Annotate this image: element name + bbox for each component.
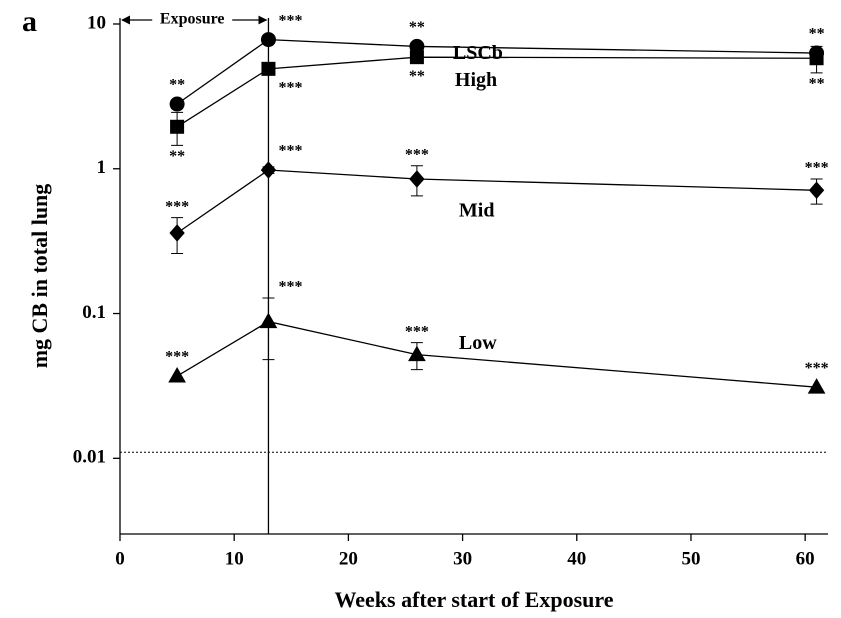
point [260, 32, 276, 48]
significance-label: ** [409, 68, 425, 85]
significance-label: *** [278, 12, 302, 29]
significance-label: ** [809, 75, 825, 92]
y-tick-label: 10 [87, 12, 106, 33]
series-label: High [455, 69, 497, 91]
x-axis-label: Weeks after start of Exposure [334, 587, 613, 612]
series-label: Low [459, 332, 497, 354]
exposure-label: Exposure [160, 11, 225, 28]
series-label: Mid [459, 200, 495, 222]
point [809, 51, 824, 66]
error-bar [262, 297, 275, 361]
point [170, 119, 185, 134]
y-tick-label: 0.1 [82, 302, 106, 323]
point [408, 345, 426, 362]
significance-label: *** [165, 349, 189, 366]
y-tick-label: 1 [97, 157, 107, 178]
significance-label: *** [805, 360, 829, 377]
point [259, 312, 278, 329]
series-line [176, 38, 817, 105]
significance-label: ** [809, 26, 825, 43]
y-tick-label: 0.01 [73, 447, 106, 468]
significance-label: ** [169, 77, 185, 94]
x-tick-label: 30 [453, 548, 472, 569]
point [409, 170, 425, 188]
significance-label: ** [169, 148, 185, 165]
x-tick-label: 0 [115, 548, 125, 569]
series-label: LSCb [453, 42, 503, 64]
x-tick-label: 50 [681, 548, 700, 569]
point [169, 224, 185, 242]
significance-label: *** [278, 143, 302, 160]
x-tick-label: 60 [796, 548, 815, 569]
point [807, 378, 826, 394]
point [808, 181, 825, 200]
significance-label: *** [278, 279, 302, 296]
x-tick-label: 10 [225, 548, 244, 569]
series-line [176, 56, 817, 128]
y-axis-label: mg CB in total lung [27, 184, 52, 369]
point [409, 50, 424, 65]
x-tick-label: 40 [567, 548, 586, 569]
series-line [176, 320, 817, 388]
series-line [176, 169, 817, 234]
point [260, 161, 277, 179]
point [168, 367, 186, 383]
significance-label: *** [405, 146, 429, 163]
significance-label: *** [805, 160, 829, 177]
panel-label: a [22, 5, 37, 38]
significance-label: *** [405, 323, 429, 340]
point [169, 96, 185, 112]
significance-label: *** [165, 198, 189, 215]
x-tick-label: 20 [339, 548, 358, 569]
point [261, 61, 276, 76]
significance-label: ** [409, 19, 425, 36]
significance-label: *** [278, 80, 302, 97]
